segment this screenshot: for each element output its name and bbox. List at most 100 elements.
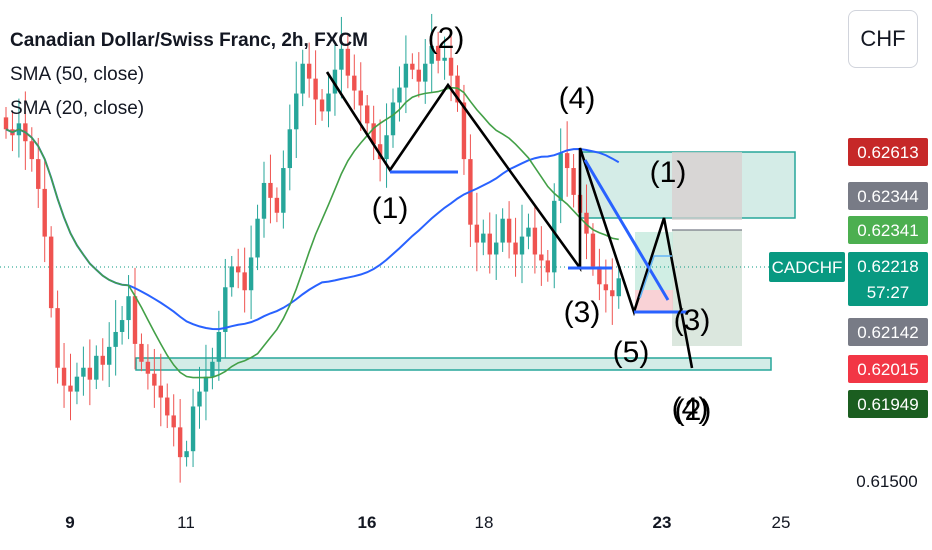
sma50-legend[interactable]: SMA (50, close) [10,64,145,85]
candle-body[interactable] [306,63,312,79]
candle-body[interactable] [352,75,357,91]
candle-body[interactable] [216,331,222,362]
candle-body[interactable] [81,367,86,377]
candle-body[interactable] [539,254,544,261]
candle-body[interactable] [184,451,189,458]
candle-body[interactable] [29,141,34,160]
price-tag[interactable]: 0.62142 [848,318,928,346]
candle-body[interactable] [281,168,286,213]
candle-body[interactable] [513,242,518,255]
candle-body[interactable] [519,236,525,255]
candle-body[interactable] [390,102,396,136]
candle-body[interactable] [526,227,531,237]
candle-body[interactable] [603,284,609,291]
candle-body[interactable] [145,361,151,374]
candle-body[interactable] [423,63,428,82]
support-zone-lower[interactable] [135,357,772,371]
candle-body[interactable] [190,406,196,452]
candle-body[interactable] [552,200,557,273]
candle-body[interactable] [107,346,112,365]
candle-body[interactable] [255,218,260,258]
candle-body[interactable] [487,233,492,255]
candle-body[interactable] [210,361,215,377]
candle-body[interactable] [36,159,41,189]
candle-body[interactable] [126,296,131,321]
candle-body[interactable] [236,266,241,273]
candle-body[interactable] [397,87,402,103]
candle-body[interactable] [358,90,363,106]
candle-body[interactable] [532,227,538,255]
candle-body[interactable] [139,343,144,362]
candle-body[interactable] [268,182,273,198]
candle-body[interactable] [545,260,550,273]
candle-body[interactable] [48,236,54,309]
candle-body[interactable] [590,233,596,267]
candle-body[interactable] [152,373,157,386]
candle-body[interactable] [132,296,138,344]
candle-body[interactable] [248,257,254,291]
currency-button[interactable]: CHF [848,10,918,68]
candle-body[interactable] [42,188,47,237]
candle-body[interactable] [55,308,60,368]
candle-body[interactable] [165,397,170,416]
wave-trend-line[interactable] [583,159,670,301]
candle-body[interactable] [319,99,325,112]
candle-body[interactable] [616,278,621,297]
candle-body[interactable] [500,218,505,243]
candle-body[interactable] [61,367,67,386]
candle-body[interactable] [481,233,486,243]
candle-body[interactable] [119,320,125,332]
candle-body[interactable] [294,93,299,130]
candle-body[interactable] [74,376,80,392]
candle-body[interactable] [113,331,118,347]
price-tag[interactable]: 0.62218 [848,252,928,306]
candle-body[interactable] [403,63,409,88]
candle-body[interactable] [377,144,383,160]
candle-body[interactable] [442,57,447,61]
candle-body[interactable] [242,272,247,291]
candle-body[interactable] [584,212,589,234]
candle-body[interactable] [558,153,563,201]
candle-body[interactable] [506,218,512,243]
candle-body[interactable] [203,376,209,392]
candle-body[interactable] [384,135,389,160]
price-tag[interactable]: 0.62015 [848,355,928,383]
price-tag[interactable]: 0.62341 [848,216,928,244]
candle-body[interactable] [371,123,376,145]
candle-body[interactable] [223,287,228,332]
candle-body[interactable] [474,224,480,243]
candle-body[interactable] [416,69,421,82]
price-tag[interactable]: 0.62344 [848,182,928,210]
position-stop-zone[interactable] [672,152,742,220]
symbol-tag[interactable] [769,252,845,282]
candle-body[interactable] [610,290,615,297]
candle-body[interactable] [429,45,434,64]
candle-body[interactable] [300,63,305,94]
candle-body[interactable] [461,102,467,160]
candle-body[interactable] [332,69,338,94]
candle-body[interactable] [597,266,602,285]
candle-body[interactable] [171,415,176,428]
candle-body[interactable] [197,391,202,407]
candle-body[interactable] [261,182,267,219]
candle-body[interactable] [287,129,292,169]
candle-body[interactable] [177,427,183,458]
candle-body[interactable] [365,105,370,124]
candle-body[interactable] [448,57,454,76]
candle-body[interactable] [3,117,9,130]
candle-body[interactable] [68,385,73,392]
candle-body[interactable] [313,78,318,100]
sma20-line[interactable] [5,86,619,379]
price-tag[interactable]: 0.61949 [848,390,928,418]
candle-body[interactable] [274,197,280,213]
candle-body[interactable] [339,48,344,70]
candle-body[interactable] [94,355,99,380]
candle-body[interactable] [87,367,93,380]
sma20-legend[interactable]: SMA (20, close) [10,98,145,119]
candle-body[interactable] [229,266,234,288]
candle-body[interactable] [158,385,163,398]
candle-body[interactable] [435,45,441,61]
price-tag[interactable]: 0.62613 [848,138,928,166]
candle-body[interactable] [410,63,415,70]
